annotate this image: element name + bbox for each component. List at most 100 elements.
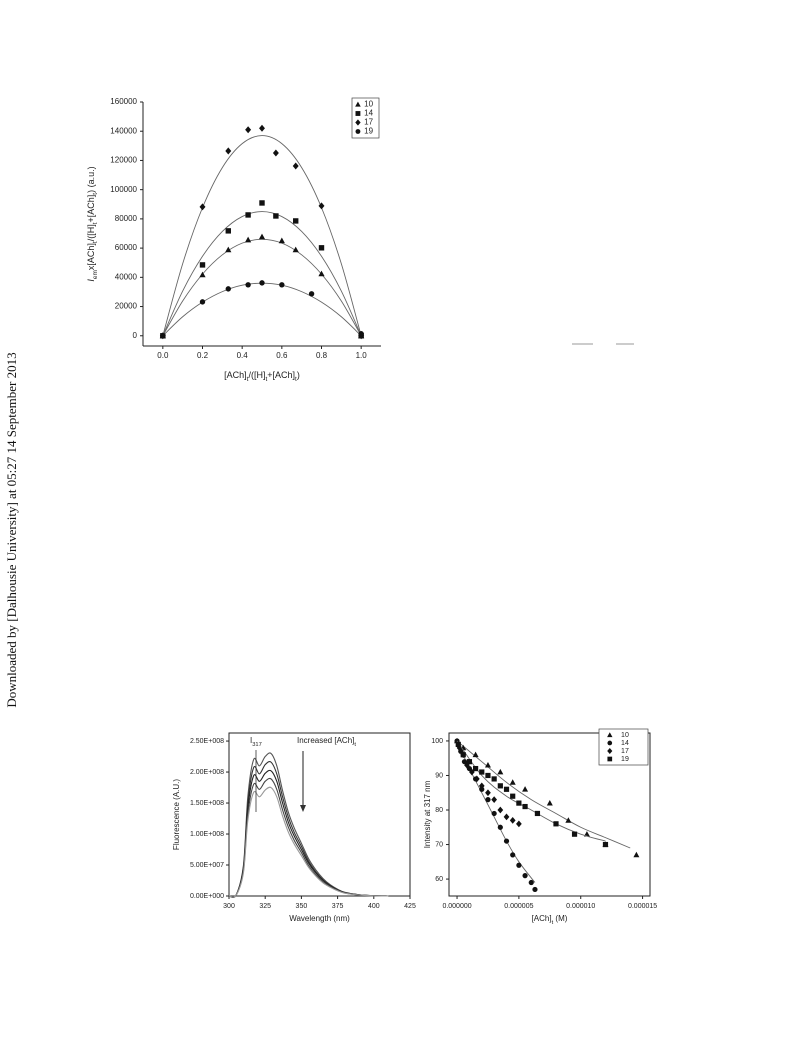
data-point (466, 765, 473, 772)
label-part: +[ACh] (267, 370, 295, 380)
data-point (571, 831, 578, 837)
data-point (199, 271, 206, 278)
fit-curve (162, 135, 362, 336)
label-part: (M) (553, 914, 568, 923)
data-point (455, 741, 461, 747)
data-point (522, 786, 529, 792)
data-point (484, 761, 491, 768)
data-point (199, 262, 206, 268)
data-point (485, 789, 491, 797)
label-part: t (295, 376, 297, 383)
label-part: +[ACh] (86, 195, 96, 223)
data-point (160, 333, 166, 339)
data-point (509, 816, 516, 824)
data-point (245, 236, 252, 243)
label-part: ) (a.u.) (86, 166, 96, 193)
y-tick-label: 120000 (110, 156, 137, 165)
data-point (565, 817, 572, 823)
data-point (497, 824, 503, 830)
label-part: t (552, 920, 554, 926)
legend-marker (607, 747, 613, 755)
data-point (199, 299, 206, 305)
data-point (522, 873, 528, 879)
x-axis-label: Wavelength (nm) (289, 914, 350, 923)
data-point (199, 203, 206, 211)
data-point (245, 212, 251, 218)
data-point (534, 810, 541, 817)
label-part: t (265, 376, 267, 383)
data-point (225, 246, 232, 253)
label-part: [ACh] (224, 370, 247, 380)
legend-label: 17 (621, 748, 629, 755)
label-part: t (92, 222, 99, 224)
label-part: Fluorescence (A.U.) (172, 779, 181, 850)
data-point (491, 796, 498, 804)
annotation: Increased [ACh]t (297, 736, 356, 747)
y-tick-label: 0.00E+000 (190, 893, 224, 900)
spectrum-line (228, 777, 389, 898)
legend-marker (355, 119, 361, 126)
fit-curve (456, 740, 606, 842)
data-point (460, 744, 467, 751)
x-tick-label: 0.000015 (628, 903, 657, 910)
spectrum-line (228, 769, 389, 898)
data-point (358, 331, 364, 337)
x-tick-label: 300 (223, 903, 235, 910)
label-part: t (92, 193, 99, 195)
label-part: [ACh] (532, 914, 552, 923)
annotation: I317 (250, 736, 262, 747)
x-tick-label: 425 (404, 903, 416, 910)
x-axis-label: [ACh]t/([H]t+[ACh]t) (224, 370, 300, 383)
data-point (293, 218, 299, 224)
data-point (491, 776, 497, 782)
data-point (258, 233, 266, 240)
legend-marker (607, 740, 613, 746)
legend-label: 10 (364, 100, 373, 109)
data-point (318, 245, 325, 251)
arrow-head (300, 805, 306, 812)
data-point (516, 820, 522, 828)
y-tick-label: 1.50E+008 (190, 800, 224, 807)
data-point (497, 783, 503, 789)
data-point (225, 228, 231, 234)
data-point (479, 786, 485, 792)
fit-curve (162, 238, 362, 336)
label-part: em (92, 270, 99, 279)
y-tick-label: 70 (435, 841, 443, 848)
data-point (497, 768, 504, 775)
x-tick-label: 350 (296, 903, 308, 910)
data-point (245, 126, 252, 134)
legend-marker (355, 129, 361, 134)
data-point (478, 782, 485, 790)
data-point (259, 280, 265, 286)
plot-frame (228, 732, 411, 897)
x-tick-label: 0.000010 (566, 903, 595, 910)
data-point (528, 879, 534, 886)
label-part: I (86, 279, 96, 282)
y-tick-label: 20000 (115, 302, 138, 311)
data-point (225, 147, 232, 155)
data-point (522, 803, 528, 810)
data-point (553, 821, 559, 827)
data-point (485, 797, 491, 803)
x-tick-label: 400 (368, 903, 380, 910)
x-tick-label: 0.6 (276, 351, 288, 360)
y-tick-label: 60000 (115, 243, 138, 252)
data-point (510, 852, 516, 858)
legend-marker (607, 756, 613, 762)
data-point (497, 806, 504, 814)
data-point (510, 793, 516, 799)
download-notice: Downloaded by [Dalhousie University] at … (4, 352, 19, 707)
y-axis-label: Intensity at 317 nm (423, 780, 432, 848)
data-point (318, 202, 325, 210)
data-point (532, 886, 538, 893)
legend-marker (607, 732, 613, 738)
data-point (472, 751, 479, 758)
y-tick-label: 2.00E+008 (190, 769, 224, 776)
legend-box (598, 728, 649, 766)
label-part: 317 (252, 742, 262, 748)
y-axis-label: Fluorescence (A.U.) (172, 779, 181, 850)
y-tick-label: 1.00E+008 (190, 831, 224, 838)
